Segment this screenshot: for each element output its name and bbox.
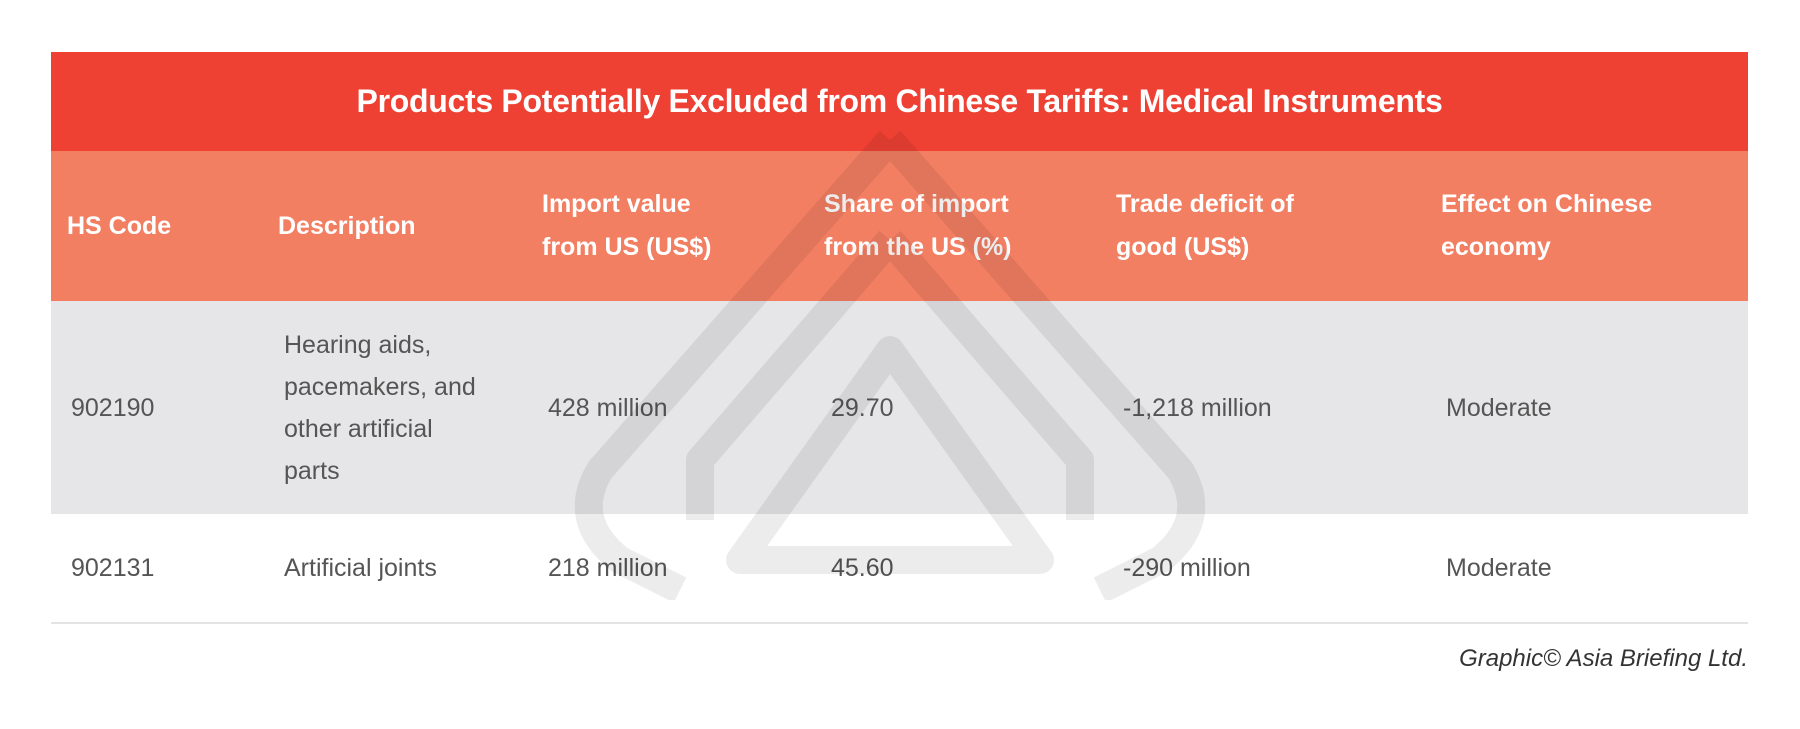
column-header-description: Description — [278, 211, 416, 240]
column-header-import-value: Import value from US (US$) — [542, 190, 712, 261]
trade-deficit-cell: -1,218 million — [1123, 393, 1272, 422]
column-header-hs-code: HS Code — [67, 211, 172, 240]
copyright-credit: Graphic© Asia Briefing Ltd. — [1459, 645, 1748, 672]
trade-deficit-cell: -290 million — [1123, 554, 1251, 582]
table-header-row: HS Code Description Import value from US… — [51, 151, 1748, 301]
column-header-trade-deficit: Trade deficit of good (US$) — [1116, 190, 1294, 261]
effect-cell: Moderate — [1446, 393, 1552, 422]
effect-cell: Moderate — [1446, 554, 1552, 582]
hs-code-cell: 902190 — [71, 393, 155, 422]
hs-code-cell: 902131 — [71, 554, 155, 582]
table-title: Products Potentially Excluded from Chine… — [51, 52, 1748, 151]
column-header-effect: Effect on Chinese economy — [1441, 190, 1653, 261]
share-cell: 29.70 — [831, 393, 894, 422]
table-row: 902131 Artificial joints 218 million 45.… — [51, 514, 1748, 624]
table-row: 902190 Hearing aids, pacemakers, and oth… — [51, 301, 1748, 514]
share-cell: 45.60 — [831, 554, 894, 582]
description-cell: Artificial joints — [284, 554, 437, 582]
import-value-cell: 218 million — [548, 554, 668, 582]
column-header-share: Share of import from the US (%) — [824, 190, 1012, 261]
import-value-cell: 428 million — [548, 393, 668, 422]
description-cell: Hearing aids, pacemakers, and other arti… — [284, 330, 476, 485]
